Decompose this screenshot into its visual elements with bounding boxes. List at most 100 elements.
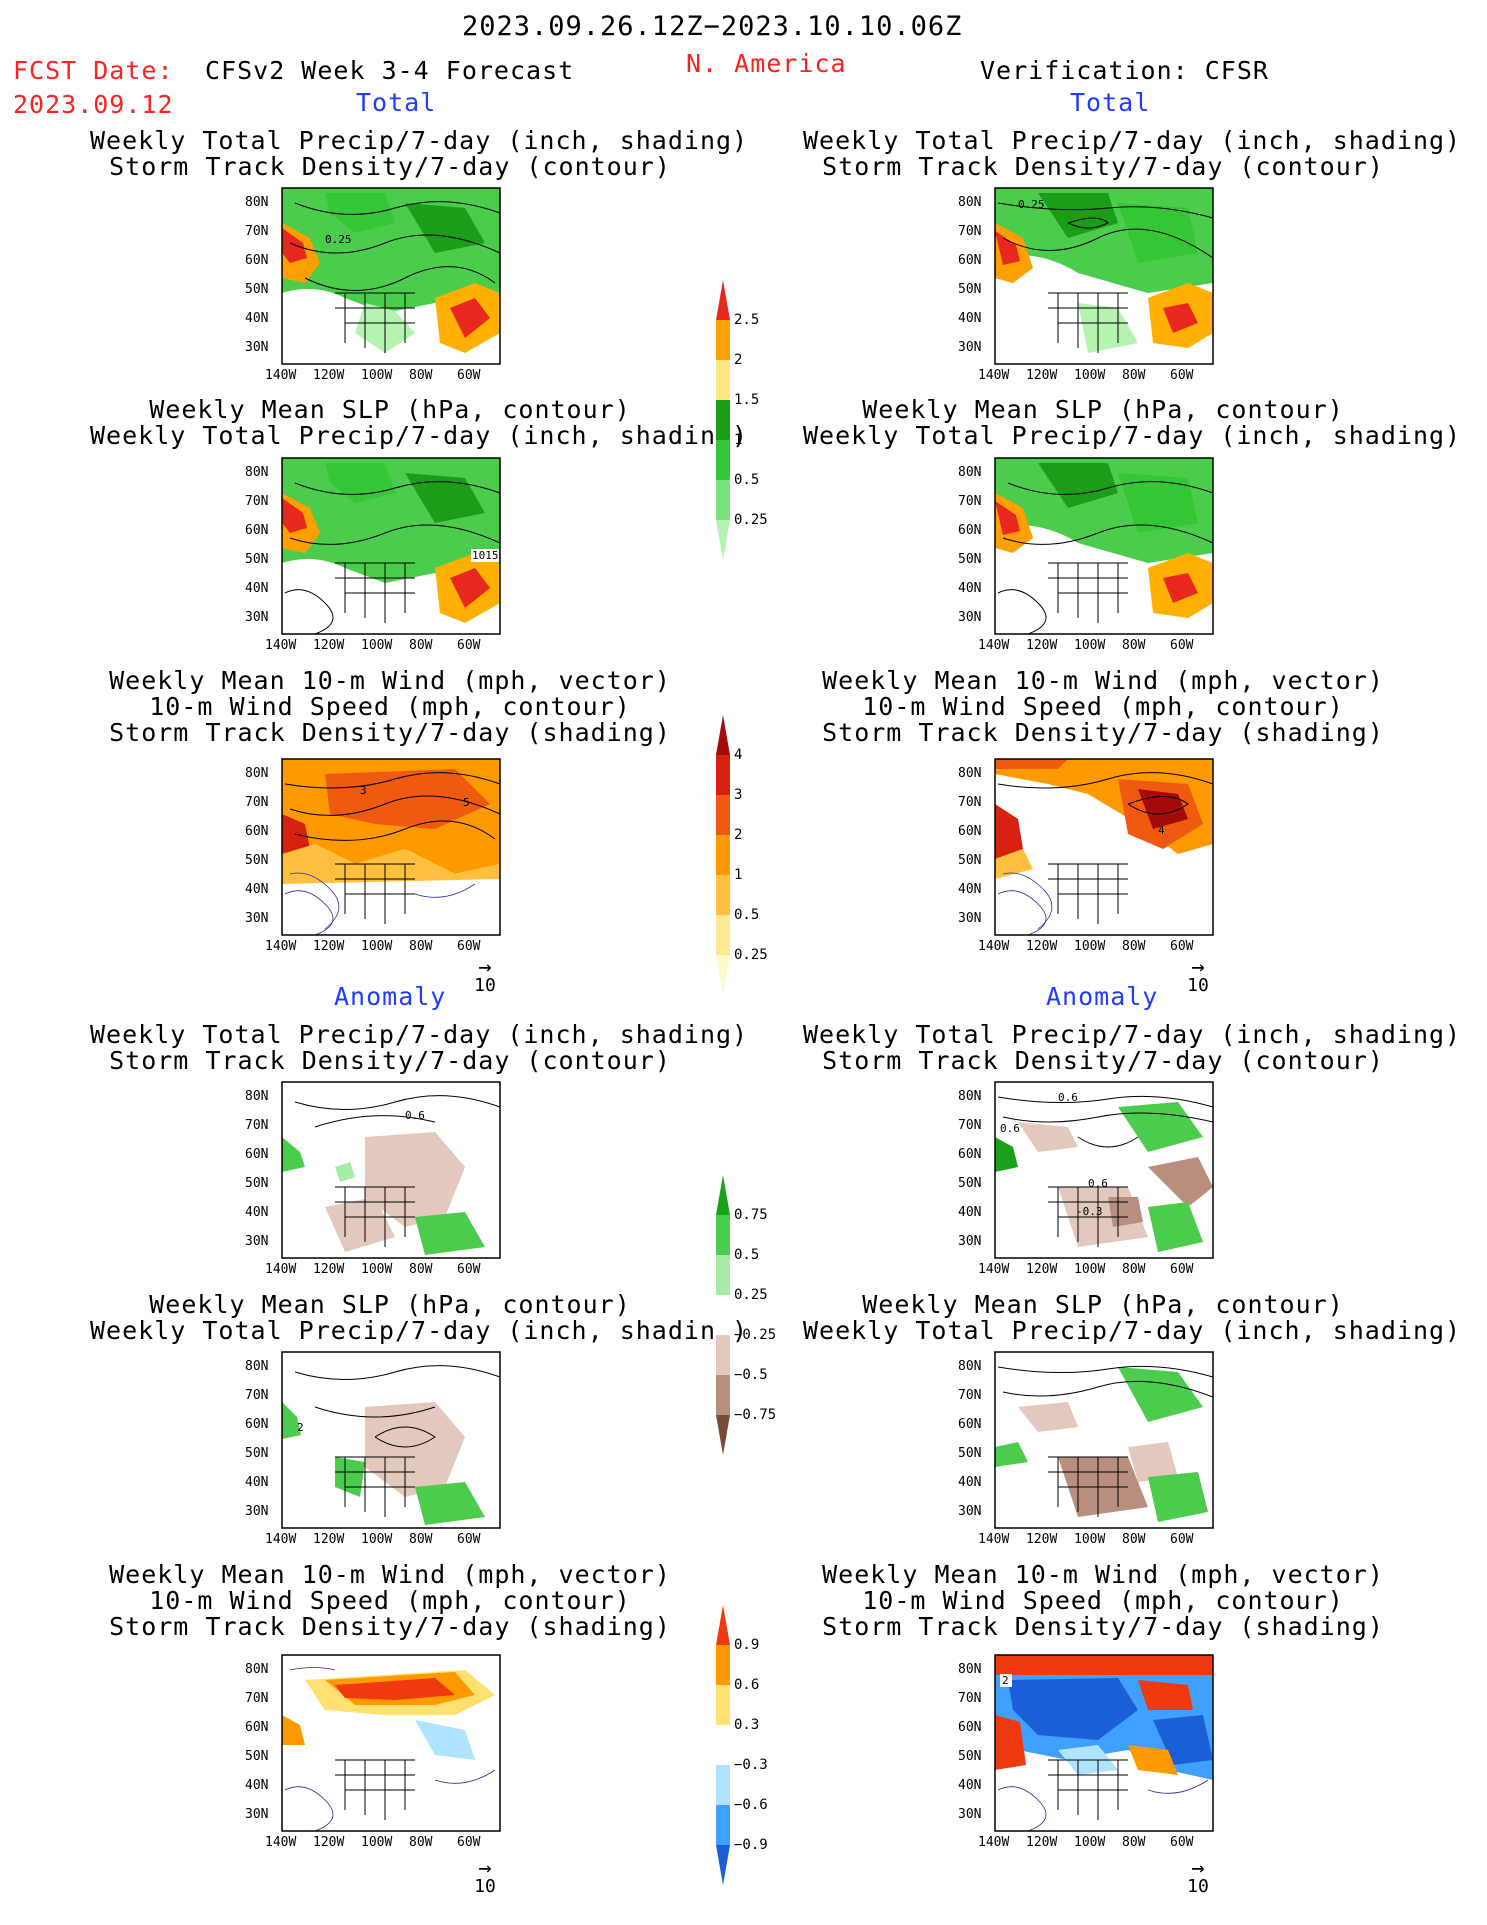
verification-title: Verification: CFSR	[980, 56, 1269, 85]
panel-title-left-precip-anom: Weekly Total Precip/7-day (inch, shading…	[90, 1020, 749, 1075]
lat-label: 80N	[958, 766, 982, 781]
lat-label: 40N	[245, 1205, 269, 1220]
lon-label: 60W	[1170, 368, 1194, 383]
lon-label: 120W	[1026, 1262, 1058, 1277]
lon-label: 100W	[1074, 1262, 1106, 1277]
colorbar-label: −0.75	[734, 1407, 776, 1423]
svg-text:0.6: 0.6	[1058, 1091, 1078, 1104]
forecast-period: 2023.09.26.12Z−2023.10.10.06Z	[462, 11, 963, 42]
lat-label: 40N	[958, 1778, 982, 1793]
colorbar-label: 2	[734, 352, 742, 368]
lat-label: 80N	[958, 465, 982, 480]
map-left-total-wind: 3 5	[235, 754, 515, 959]
colorbar-swatch	[716, 835, 730, 875]
colorbar-label: 4	[734, 747, 742, 763]
svg-text:2: 2	[297, 1421, 304, 1434]
lon-label: 140W	[265, 368, 297, 383]
lat-label: 50N	[245, 1176, 269, 1191]
colorbar-label: 0.5	[734, 1247, 759, 1263]
colorbar-swatch	[716, 1295, 730, 1335]
lat-label: 40N	[245, 311, 269, 326]
svg-text:2: 2	[1002, 1674, 1009, 1687]
lon-label: 80W	[1122, 939, 1146, 954]
lat-label: 60N	[245, 1417, 269, 1432]
lat-label: 50N	[245, 853, 269, 868]
section-anomaly-left: Anomaly	[334, 982, 447, 1011]
lon-label: 80W	[409, 368, 433, 383]
svg-text:0.25: 0.25	[1018, 198, 1045, 211]
lat-label: 30N	[958, 340, 982, 355]
lon-label: 60W	[457, 1262, 481, 1277]
lat-label: 70N	[245, 1388, 269, 1403]
colorbar-label: 1.5	[734, 392, 759, 408]
lat-label: 70N	[245, 494, 269, 509]
lon-label: 60W	[457, 638, 481, 653]
lat-label: 50N	[245, 282, 269, 297]
lat-label: 30N	[245, 610, 269, 625]
lon-label: 140W	[265, 1262, 297, 1277]
arrow-icon: →	[478, 1856, 492, 1881]
colorbar-svg: 4 3 2 1 0.5 0.25	[716, 715, 768, 995]
lat-label: 30N	[245, 1504, 269, 1519]
lat-label: 30N	[245, 1807, 269, 1822]
lat-label: 80N	[245, 195, 269, 210]
lat-label: 40N	[245, 1475, 269, 1490]
map-right-total-precip: 0.25	[948, 183, 1228, 388]
lat-label: 40N	[958, 1475, 982, 1490]
colorbar-swatch	[716, 520, 730, 560]
lon-label: 60W	[1170, 1532, 1194, 1547]
lat-label: 60N	[245, 1147, 269, 1162]
lat-label: 40N	[245, 1778, 269, 1793]
lon-label: 100W	[1074, 368, 1106, 383]
lat-label: 40N	[958, 882, 982, 897]
lat-label: 50N	[958, 1176, 982, 1191]
colorbar-label: 0.75	[734, 1207, 768, 1223]
lon-label: 120W	[1026, 1532, 1058, 1547]
section-anomaly-right: Anomaly	[1046, 982, 1159, 1011]
lat-label: 70N	[958, 494, 982, 509]
map-right-total-wind: 4	[948, 754, 1228, 959]
lon-label: 60W	[1170, 638, 1194, 653]
svg-text:0.25: 0.25	[325, 233, 352, 246]
colorbar-label: 0.25	[734, 1287, 768, 1303]
colorbar-swatch	[716, 1175, 730, 1215]
lat-label: 80N	[958, 1662, 982, 1677]
lat-label: 30N	[958, 911, 982, 926]
colorbar-label: −0.3	[734, 1757, 768, 1773]
map-left-anom-slp: 2	[235, 1347, 515, 1552]
colorbar-storm-total: 4 3 2 1 0.5 0.25	[716, 700, 786, 1014]
svg-text:-0.3: -0.3	[1076, 1205, 1103, 1218]
lat-label: 70N	[245, 795, 269, 810]
panel-title-left-slp-total: Weekly Mean SLP (hPa, contour) Weekly Tot…	[90, 395, 749, 450]
lat-label: 30N	[245, 340, 269, 355]
model-title: CFSv2 Week 3-4 Forecast	[205, 56, 575, 85]
colorbar-label: 0.9	[734, 1637, 759, 1653]
panel-title-right-precip-anom: Weekly Total Precip/7-day (inch, shading…	[803, 1020, 1462, 1075]
lat-label: 40N	[245, 882, 269, 897]
colorbar-label: −0.9	[734, 1837, 768, 1853]
lon-label: 140W	[265, 1532, 297, 1547]
lat-label: 80N	[245, 766, 269, 781]
colorbar-label: −0.6	[734, 1797, 768, 1813]
lon-label: 80W	[1122, 368, 1146, 383]
lon-label: 120W	[313, 1532, 345, 1547]
svg-text:4: 4	[1158, 824, 1165, 837]
lat-label: 70N	[958, 1118, 982, 1133]
lon-label: 120W	[313, 368, 345, 383]
colorbar-swatch	[716, 1685, 730, 1725]
lon-label: 120W	[313, 1262, 345, 1277]
colorbar-label: 0.5	[734, 472, 759, 488]
map-right-total-slp	[948, 453, 1228, 658]
colorbar-label: 2.5	[734, 312, 759, 328]
lon-label: 140W	[265, 939, 297, 954]
lon-label: 80W	[409, 1262, 433, 1277]
lon-label: 120W	[313, 1835, 345, 1850]
lat-label: 70N	[245, 1118, 269, 1133]
lat-label: 70N	[958, 795, 982, 810]
lon-label: 100W	[361, 1835, 393, 1850]
lon-label: 100W	[361, 368, 393, 383]
colorbar-label: 1	[734, 867, 742, 883]
lat-label: 80N	[958, 195, 982, 210]
colorbar-precip-total: 2.5 2 1.5 1 0.5 0.25	[716, 265, 786, 579]
arrow-icon: →	[1191, 955, 1205, 980]
